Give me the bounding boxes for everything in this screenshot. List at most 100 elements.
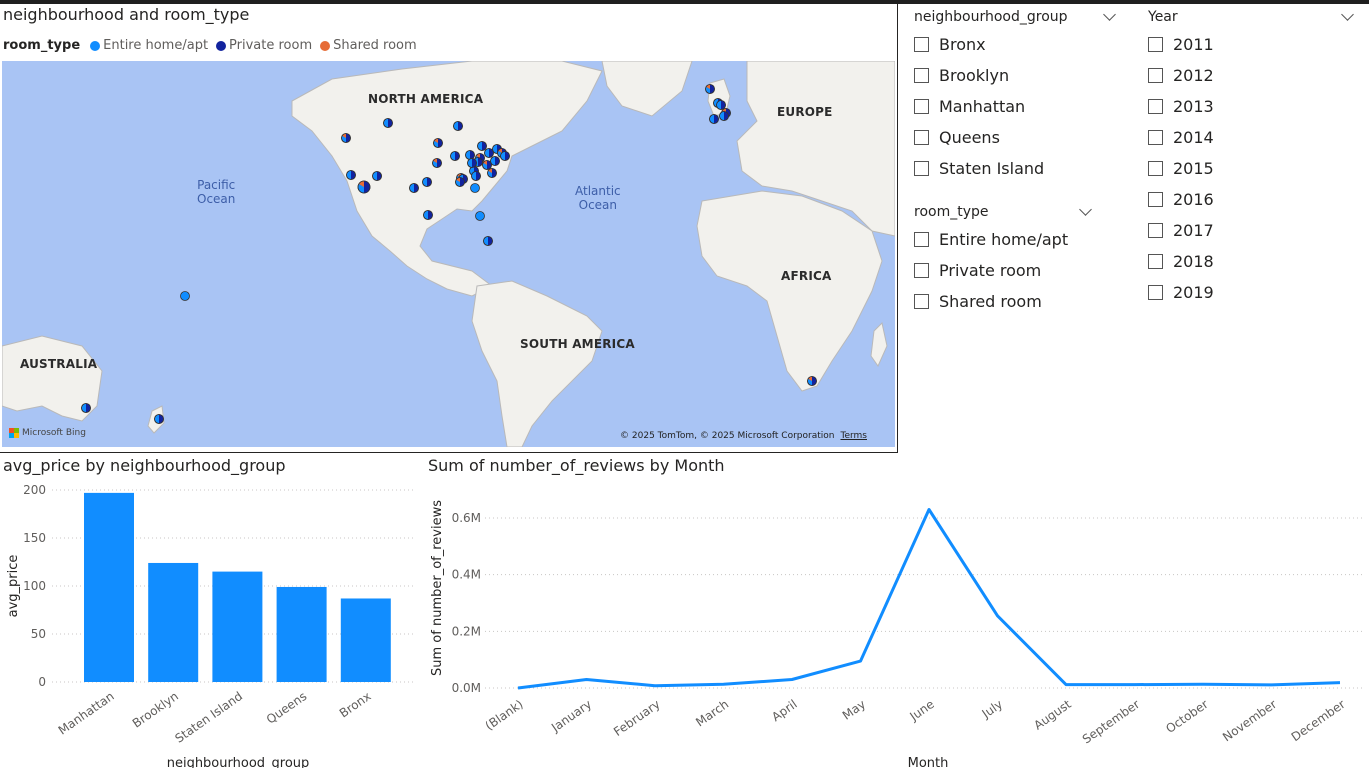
year-option[interactable]: 2012 [1148,60,1358,91]
map-marker[interactable] [471,171,481,181]
year-option[interactable]: 2013 [1148,91,1358,122]
neighbourhood-group-option[interactable]: Queens [914,122,1120,153]
map-marker[interactable] [484,148,494,158]
data-point[interactable] [721,681,727,687]
map-marker[interactable] [372,171,382,181]
legend-item-entire-home[interactable]: Entire home/apt [90,38,208,53]
map-marker[interactable] [433,138,443,148]
checkbox[interactable] [1148,223,1163,238]
map-marker[interactable] [487,168,497,178]
map-marker[interactable] [383,118,393,128]
year-option[interactable]: 2016 [1148,184,1358,215]
map-marker[interactable] [453,121,463,131]
bar[interactable] [340,598,391,682]
year-option[interactable]: 2015 [1148,153,1358,184]
checkbox[interactable] [1148,68,1163,83]
map-marker[interactable] [154,414,164,424]
map-markers[interactable] [2,61,895,447]
map-marker[interactable] [432,158,442,168]
slicer-header[interactable]: Year [1148,8,1358,25]
neighbourhood-group-option[interactable]: Manhattan [914,91,1120,122]
map-visual[interactable] [0,4,898,453]
data-point[interactable] [1063,682,1069,688]
map-marker[interactable] [450,151,460,161]
data-point[interactable] [515,685,521,691]
checkbox[interactable] [1148,192,1163,207]
data-point[interactable] [1132,682,1138,688]
map-marker[interactable] [346,170,356,180]
map-marker[interactable] [716,100,726,110]
map-marker[interactable] [483,236,493,246]
checkbox[interactable] [1148,161,1163,176]
slicer-header[interactable]: room_type [914,203,1096,220]
map-marker[interactable] [709,114,719,124]
map-marker[interactable] [705,84,715,94]
bar[interactable] [212,571,263,682]
map-marker[interactable] [180,291,190,301]
data-point[interactable] [789,677,795,683]
checkbox[interactable] [1148,254,1163,269]
checkbox[interactable] [1148,99,1163,114]
data-point[interactable] [1337,680,1343,686]
terms-link[interactable]: Terms [840,431,867,441]
checkbox[interactable] [914,161,929,176]
bar[interactable] [276,586,327,682]
neighbourhood-group-option[interactable]: Bronx [914,29,1120,60]
map-marker[interactable] [357,180,371,194]
year-option[interactable]: 2017 [1148,215,1358,246]
checkbox[interactable] [914,263,929,278]
line-chart[interactable]: 0.0M 0.2M 0.4M 0.6M (Blank) January February Ma… [425,478,1369,768]
data-point[interactable] [995,613,1001,619]
checkbox[interactable] [914,232,929,247]
bar[interactable] [84,492,134,682]
room-type-option[interactable]: Shared room [914,286,1096,317]
checkbox[interactable] [914,37,929,52]
checkbox[interactable] [914,68,929,83]
legend-item-private-room[interactable]: Private room [216,38,312,53]
checkbox[interactable] [1148,37,1163,52]
data-point[interactable] [652,683,658,689]
checkbox[interactable] [1148,130,1163,145]
data-point[interactable] [858,658,864,664]
map-marker[interactable] [423,210,433,220]
map-marker[interactable] [477,141,487,151]
map-marker[interactable] [490,156,500,166]
map-marker[interactable] [409,183,419,193]
series-line[interactable] [517,508,1341,690]
year-option[interactable]: 2011 [1148,29,1358,60]
map-marker[interactable] [807,376,817,386]
room-type-option[interactable]: Entire home/apt [914,224,1096,255]
data-point[interactable] [584,677,590,683]
map-marker[interactable] [467,158,477,168]
bar[interactable] [148,562,199,682]
map-marker[interactable] [81,403,91,413]
checkbox[interactable] [1148,285,1163,300]
checkbox[interactable] [914,130,929,145]
map-marker[interactable] [719,111,729,121]
data-point[interactable] [1200,681,1206,687]
map-marker[interactable] [473,157,483,167]
map-canvas[interactable]: NORTH AMERICA EUROPE AFRICA SOUTH AMERIC… [2,61,895,447]
map-marker[interactable] [475,211,485,221]
map-marker[interactable] [500,151,510,161]
data-point[interactable] [926,507,932,513]
map-marker[interactable] [482,160,492,170]
room-type-option[interactable]: Private room [914,255,1096,286]
year-option[interactable]: 2014 [1148,122,1358,153]
chevron-down-icon[interactable] [1103,8,1116,21]
data-point[interactable] [1269,682,1275,688]
map-marker[interactable] [422,177,432,187]
map-marker[interactable] [470,183,480,193]
map-marker[interactable] [455,177,465,187]
year-option[interactable]: 2019 [1148,277,1358,308]
checkbox[interactable] [914,294,929,309]
slicer-header[interactable]: neighbourhood_group [914,8,1120,25]
map-marker[interactable] [341,133,351,143]
chevron-down-icon[interactable] [1079,203,1092,216]
neighbourhood-group-option[interactable]: Staten Island [914,153,1120,184]
chevron-down-icon[interactable] [1341,8,1354,21]
legend-item-shared-room[interactable]: Shared room [320,38,417,53]
checkbox[interactable] [914,99,929,114]
year-option[interactable]: 2018 [1148,246,1358,277]
